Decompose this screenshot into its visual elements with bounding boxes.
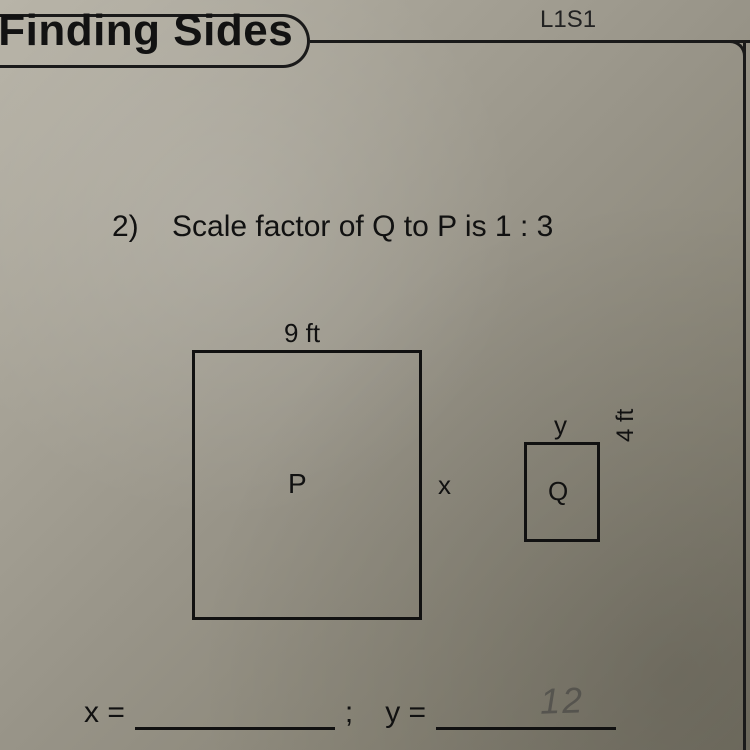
rect-q-top-dimension: y — [554, 410, 567, 441]
question-text: Scale factor of Q to P is 1 : 3 — [172, 210, 553, 244]
worksheet-title: r - Finding Sides — [0, 6, 293, 56]
sheet-code: L1S1 — [540, 6, 596, 34]
y-answer-blank[interactable] — [436, 697, 616, 730]
x-equals-label: x = — [84, 696, 125, 730]
header-rule — [310, 40, 750, 43]
rect-q-label: Q — [548, 476, 568, 507]
answer-line: x = ; y = — [84, 696, 616, 730]
header-corner — [718, 40, 746, 68]
rect-q-right-dimension: 4 ft — [612, 437, 640, 470]
answer-separator: ; — [345, 696, 353, 730]
rect-p-label: P — [288, 468, 307, 500]
rect-p-right-dimension: x — [438, 470, 451, 501]
figure-area: 9 ft P x y Q 4 ft — [0, 310, 750, 670]
worksheet-page: r - Finding Sides L1S1 2) Scale factor o… — [0, 0, 750, 750]
x-answer-blank[interactable] — [135, 697, 335, 730]
question-number: 2) — [112, 210, 139, 244]
rectangle-p — [192, 350, 422, 620]
y-equals-label: y = — [385, 696, 426, 730]
handwritten-y-value: 12 — [539, 679, 584, 723]
rect-p-top-dimension: 9 ft — [284, 318, 320, 349]
